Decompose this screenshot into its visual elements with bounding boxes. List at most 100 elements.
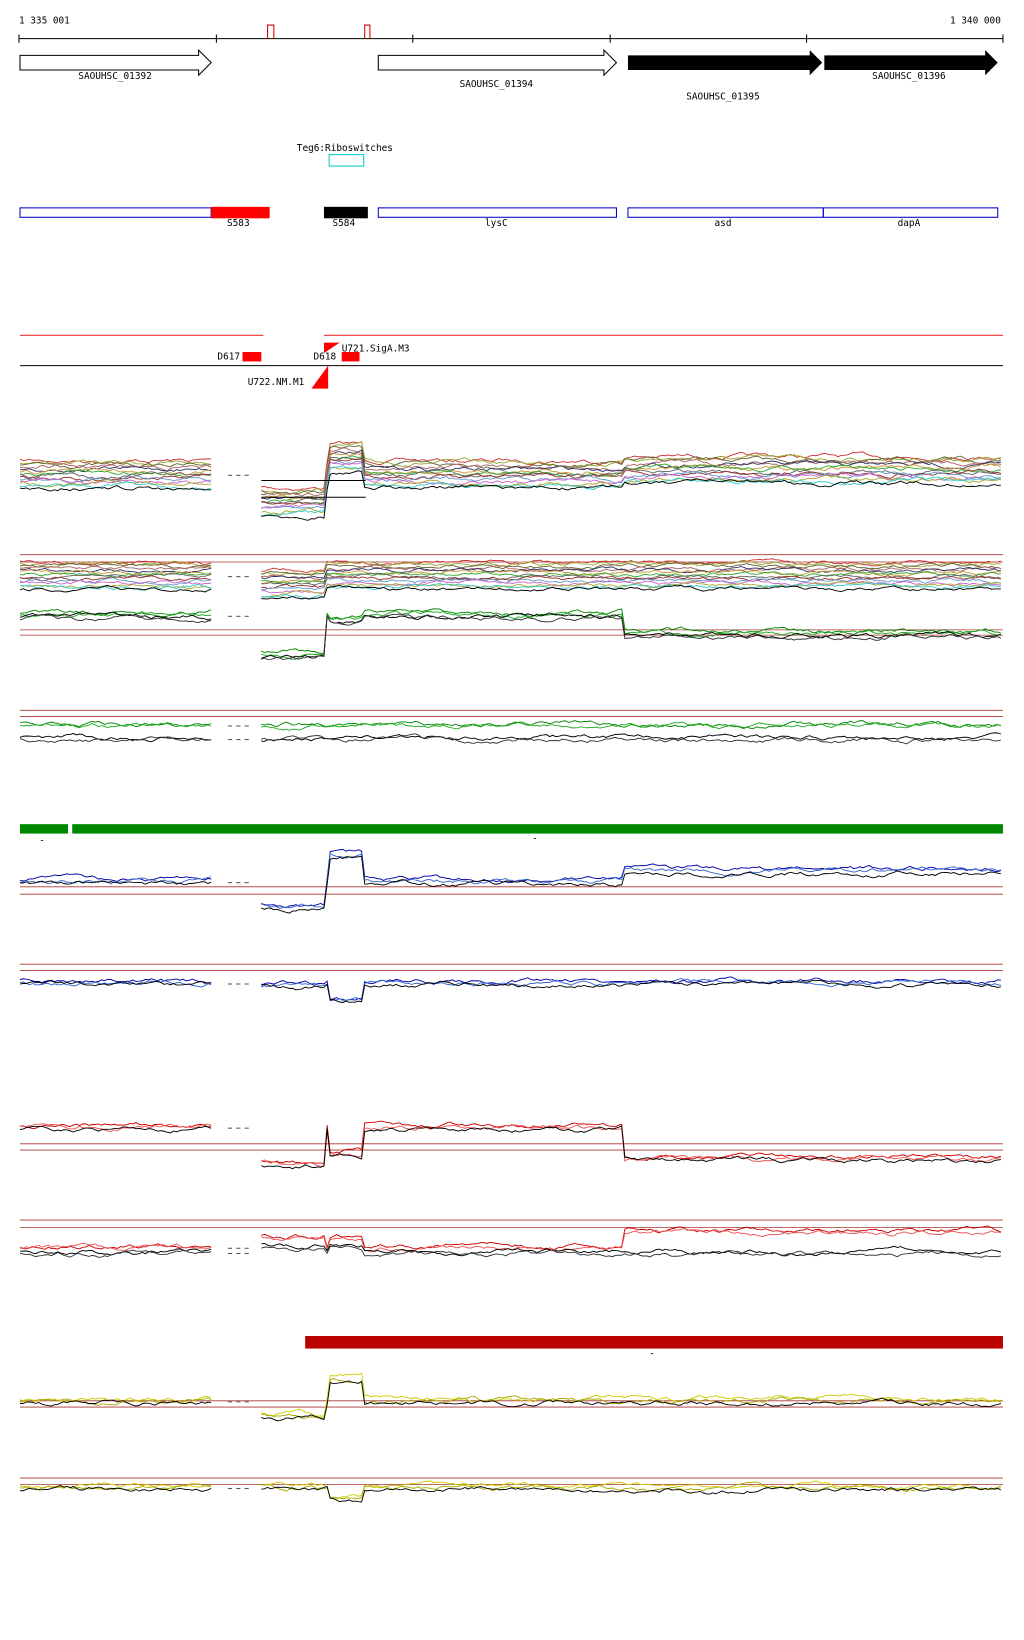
region-label: D618 [314,352,337,363]
gene-label: SAOUHSC_01392 [78,71,152,82]
signal-line [19,1123,212,1132]
signal-line [19,1482,212,1489]
signal-line [261,575,1002,589]
signal-line [19,485,212,492]
signal-line [261,1120,1001,1165]
signal-line [19,1125,212,1134]
signal-line [19,1243,212,1252]
signal-line [19,466,212,473]
signal-line [261,1485,1002,1503]
coverage-bar [72,824,1003,834]
annotation-label: dapA [898,218,921,229]
signal-line [261,562,1002,576]
signal-line [19,573,212,580]
signal-line [19,1397,212,1406]
signal-line [261,721,1002,731]
region-label: U721.SigA.M3 [342,343,410,354]
coverage-bar [305,1336,1003,1349]
coverage-bar [20,824,69,834]
signal-line [261,566,1001,580]
annotation-boxes [19,207,999,218]
gene-label: SAOUHSC_01395 [686,92,760,103]
signal-line [261,855,1001,914]
signal-line [19,980,212,988]
signal-line [261,1227,1001,1253]
signal-line [19,469,212,478]
annotation-label: S583 [227,218,250,229]
signal-line [261,720,1001,730]
signal-line [261,979,1001,1004]
annotation-label: lysC [485,218,508,229]
feature-label: Teg6:Riboswitches [297,143,393,154]
signal-line [261,441,1001,495]
signal-line [19,1249,212,1258]
signal-line [19,562,212,570]
signal-line [261,610,1002,660]
signal-line [19,569,212,576]
annotation-box [323,206,368,219]
signal-line [261,569,1001,584]
signal-line [19,475,212,484]
gene-arrow [377,48,618,77]
ruler [18,34,1004,43]
marker: - [532,833,538,844]
region-box [242,352,262,362]
signal-line [261,733,1001,745]
region-start [311,365,329,389]
signal-line [19,880,212,885]
signal-line [19,722,212,729]
signal-line [261,582,1001,599]
marker: - [39,835,45,846]
signal-line [261,1377,1001,1420]
signal-line [261,584,1001,600]
signal-line [19,611,212,621]
gene-arrow [19,48,212,77]
signal-line [261,613,1002,661]
signal-line [19,733,212,743]
signal-line [19,608,212,618]
region-label: U722.NM.M1 [248,377,305,388]
signal-line [19,1243,212,1250]
signal-line [261,608,1002,654]
ruler-mark [267,24,275,39]
signal-line [19,873,212,882]
signal-line [261,579,1001,594]
signal-line [261,1225,1002,1251]
signal-line [19,463,212,472]
signal-line [261,1380,1002,1422]
signal-line [19,577,212,586]
annotation-box [211,206,270,219]
signal-tracks [19,440,1003,1503]
signal-line [261,558,1002,573]
signal-line [261,571,1001,585]
signal-line [19,736,212,744]
signal-line [19,980,212,987]
signal-line [261,470,1001,521]
ruler-end: 1 340 000 [950,15,1001,26]
signal-line [261,977,1001,1001]
signal-line [19,1121,212,1130]
signal-line [261,457,1002,505]
gene-arrow [627,50,823,76]
signal-line [261,852,1002,909]
signal-line [19,575,212,582]
signal-line [19,978,212,984]
signal-line [19,461,212,469]
annotation-label: S584 [333,218,356,229]
gene-arrow [824,50,998,76]
gene-label: SAOUHSC_01394 [460,79,534,90]
signal-line [261,1242,1002,1257]
signal-line [261,560,1001,576]
signal-line [19,471,212,480]
signal-line [261,461,1002,509]
signal-line [261,447,1002,497]
signal-line [261,612,1001,659]
signal-line [261,1124,1002,1168]
signal-line [261,1125,1001,1170]
region-box [341,352,360,362]
signal-line [261,1245,1002,1258]
marker: - [649,1348,655,1359]
signal-line [261,577,1001,591]
signal-line [19,583,212,591]
